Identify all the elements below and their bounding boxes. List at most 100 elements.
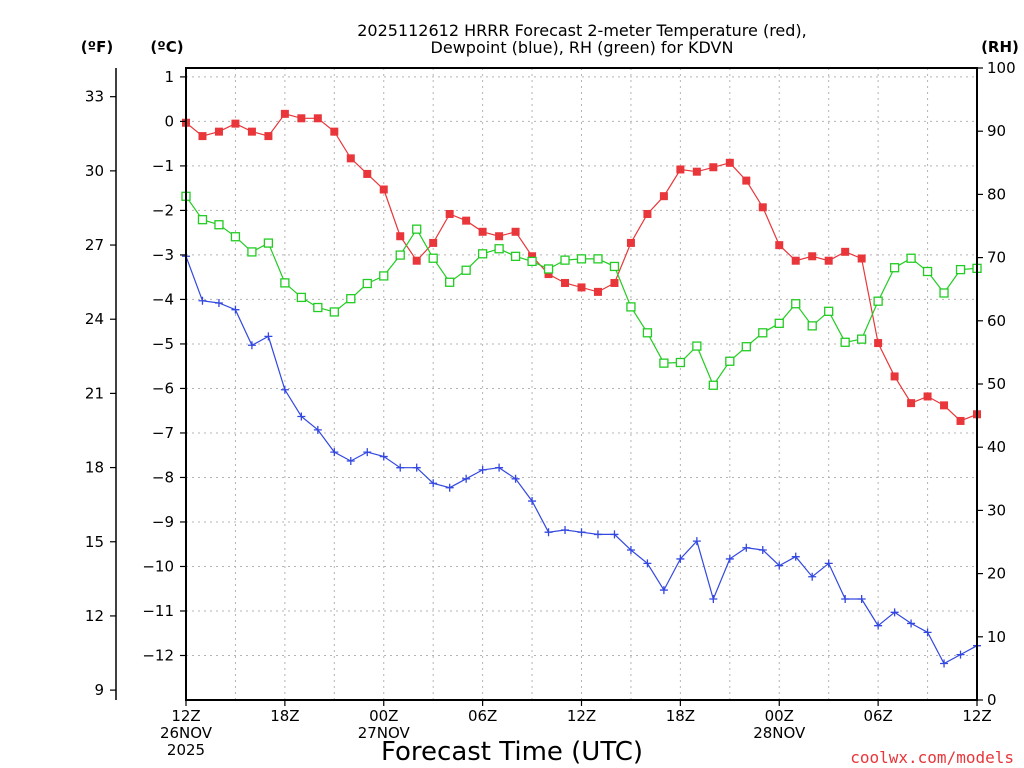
x-tick-date-label: 28NOV bbox=[753, 724, 806, 742]
rh-point bbox=[708, 380, 718, 390]
celsius-tick-label: −5 bbox=[152, 335, 174, 353]
celsius-tick-label: −9 bbox=[152, 513, 174, 531]
temperature-point bbox=[247, 127, 256, 136]
celsius-tick-label: −3 bbox=[152, 246, 174, 264]
rh-point bbox=[280, 278, 290, 288]
rh-point bbox=[412, 224, 422, 234]
rh-point bbox=[230, 232, 241, 242]
rh-point bbox=[593, 254, 603, 264]
celsius-tick-label: −4 bbox=[152, 290, 174, 308]
dewpoint-point bbox=[495, 463, 504, 472]
celsius-tick-label: −7 bbox=[152, 424, 174, 442]
rh-point bbox=[609, 261, 620, 272]
dewpoint-point bbox=[659, 586, 668, 595]
rh-point bbox=[791, 299, 801, 309]
dewpoint-point bbox=[577, 528, 586, 537]
temperature-point bbox=[857, 254, 866, 263]
dewpoint-point bbox=[808, 572, 817, 581]
rh-point bbox=[379, 271, 389, 281]
temperature-point bbox=[478, 227, 487, 236]
temperature-series bbox=[182, 109, 981, 425]
temperature-point bbox=[445, 209, 454, 218]
rh-point bbox=[906, 253, 916, 263]
rh-point bbox=[642, 328, 653, 338]
temperature-point bbox=[742, 176, 751, 185]
x-tick-label: 12Z bbox=[962, 707, 991, 725]
dewpoint-point bbox=[593, 530, 602, 539]
rh-point bbox=[824, 306, 834, 316]
rh-point bbox=[560, 255, 570, 265]
fahrenheit-tick-label: 30 bbox=[85, 162, 104, 180]
dewpoint-point bbox=[725, 554, 734, 563]
temperature-point bbox=[231, 119, 240, 128]
rh-point bbox=[263, 238, 274, 248]
rh-tick-label: 0 bbox=[987, 691, 997, 709]
dewpoint-point bbox=[692, 537, 701, 546]
dewpoint-point bbox=[643, 559, 652, 568]
rh-tick-label: 40 bbox=[987, 438, 1006, 456]
dewpoint-point bbox=[445, 483, 454, 492]
temperature-point bbox=[330, 127, 339, 136]
rh-point bbox=[922, 266, 933, 277]
temperature-point bbox=[808, 252, 817, 261]
rh-point bbox=[626, 302, 636, 312]
rh-point bbox=[725, 356, 735, 366]
rh-point bbox=[395, 250, 405, 260]
rh-point bbox=[313, 302, 323, 313]
temperature-point bbox=[775, 241, 784, 250]
rh-point bbox=[197, 215, 208, 225]
chart-title-line-1: 2025112612 HRRR Forecast 2-meter Tempera… bbox=[357, 21, 807, 40]
temperature-point bbox=[198, 132, 207, 141]
temperature-point bbox=[346, 154, 355, 163]
rh-point bbox=[774, 318, 784, 328]
rh-point bbox=[214, 220, 224, 230]
rh-point bbox=[527, 256, 537, 267]
rh-tick-label: 60 bbox=[987, 312, 1006, 330]
x-tick-label: 18Z bbox=[270, 707, 299, 725]
dewpoint-point bbox=[511, 474, 520, 483]
fahrenheit-tick-label: 12 bbox=[85, 607, 104, 625]
temperature-point bbox=[379, 185, 388, 194]
chart-title-line-2: Dewpoint (blue), RH (green) for KDVN bbox=[431, 38, 734, 57]
dewpoint-point bbox=[214, 298, 223, 307]
temperature-point bbox=[280, 109, 289, 118]
dewpoint-point bbox=[198, 296, 207, 305]
rh-point bbox=[510, 251, 521, 261]
rh-point bbox=[807, 321, 817, 331]
rh-point bbox=[873, 296, 883, 306]
celsius-tick-label: −10 bbox=[142, 557, 174, 575]
celsius-tick-label: 1 bbox=[164, 68, 174, 86]
temperature-point bbox=[824, 256, 833, 265]
temperature-point bbox=[297, 114, 306, 123]
rh-point bbox=[741, 342, 751, 352]
x-tick-label: 18Z bbox=[666, 707, 695, 725]
x-tick-label: 00Z bbox=[765, 707, 794, 725]
rh-point bbox=[543, 264, 554, 274]
rh-point bbox=[461, 265, 471, 275]
fahrenheit-tick-label: 21 bbox=[85, 384, 104, 402]
x-tick-label: 06Z bbox=[468, 707, 497, 725]
dewpoint-point bbox=[313, 425, 322, 434]
temperature-point bbox=[758, 203, 767, 212]
rh-tick-label: 100 bbox=[987, 59, 1016, 77]
dewpoint-point bbox=[528, 497, 537, 506]
temperature-point bbox=[396, 232, 405, 241]
dewpoint-point bbox=[330, 448, 339, 457]
dewpoint-point bbox=[610, 530, 619, 539]
temperature-point bbox=[643, 209, 652, 218]
dewpoint-point bbox=[626, 546, 635, 555]
temperature-point bbox=[429, 238, 438, 247]
fahrenheit-tick-label: 9 bbox=[94, 681, 104, 699]
rh-unit-label: (RH) bbox=[981, 38, 1019, 56]
temperature-point bbox=[956, 416, 965, 425]
temperature-point bbox=[626, 238, 635, 247]
x-tick-label: 12Z bbox=[567, 707, 596, 725]
dewpoint-point bbox=[429, 479, 438, 488]
temperature-point bbox=[412, 256, 421, 265]
temperature-point bbox=[561, 278, 570, 287]
temperature-point bbox=[874, 339, 883, 348]
dewpoint-point bbox=[231, 305, 240, 314]
rh-point bbox=[494, 244, 504, 254]
dewpoint-point bbox=[907, 619, 916, 628]
temperature-point bbox=[363, 169, 372, 178]
